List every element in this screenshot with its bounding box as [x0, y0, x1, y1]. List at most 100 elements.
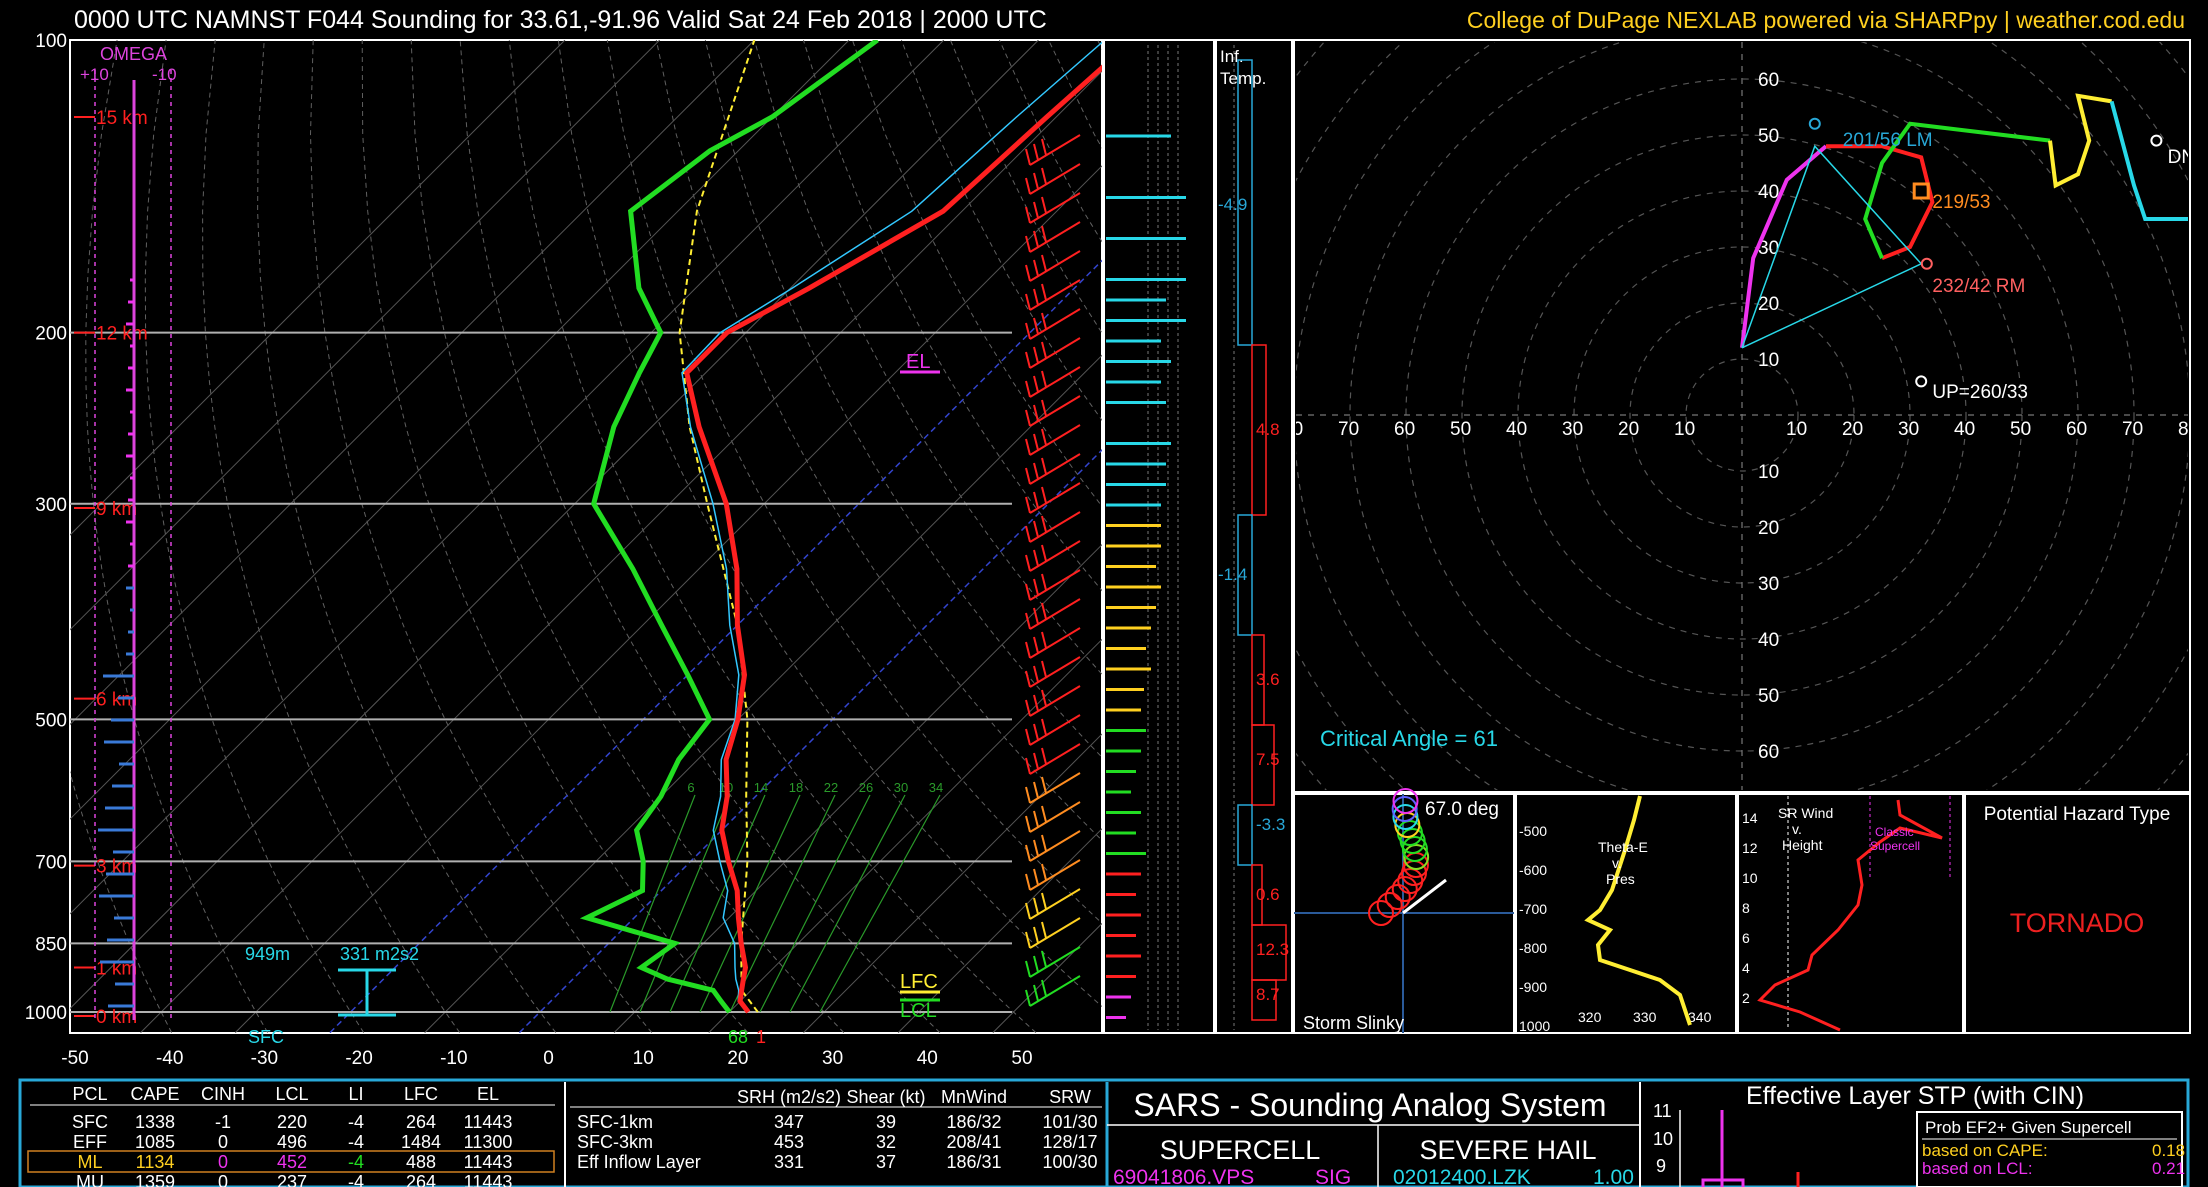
dry-adiabat — [459, 40, 941, 1033]
inflow-bar — [1251, 344, 1267, 516]
hazard-frame — [1964, 793, 2191, 1034]
inflow-label: -1.4 — [1218, 565, 1247, 584]
hodo-y-tick: 10 — [1758, 350, 1779, 371]
wind-barb-flag — [1041, 776, 1047, 794]
dry-adiabat — [410, 40, 845, 1033]
inflow-bar — [1251, 724, 1275, 806]
wind-barb-flag — [1041, 602, 1047, 620]
bunkers-triangle — [1741, 144, 1923, 349]
kinematic-header: SRH (m2/s2) — [737, 1087, 841, 1107]
parcel-cell: 0 — [218, 1172, 228, 1187]
hodo-x-tick: 30 — [1898, 419, 1919, 440]
inflow-bar — [1237, 59, 1253, 346]
isotherm — [613, 543, 1102, 1033]
wind-barb-flag — [1041, 370, 1047, 388]
temp-tick: 30 — [822, 1048, 843, 1069]
isotherm — [70, 40, 945, 915]
hodo-x-tick: 20 — [1842, 419, 1863, 440]
hodo-x-tick: 70 — [1338, 419, 1359, 440]
parcel-header: EL — [477, 1084, 499, 1104]
inflow-temp-bars: -4.9 4.8 -1.4 3.6 7.5 -3.3 0.6 12.3 8.7 — [1218, 45, 1289, 1030]
wind-barb-flag — [1033, 520, 1039, 538]
hodo-x-tick: 60 — [2066, 419, 2087, 440]
credit-text: College of DuPage NEXLAB powered via SHA… — [1467, 7, 2185, 33]
dry-adiabat — [202, 40, 461, 1033]
wind-barb-flag — [1033, 868, 1039, 886]
theta-e-trace — [1584, 795, 1692, 1026]
inflow-label: 12.3 — [1256, 940, 1289, 959]
wetbulb-trace — [681, 41, 1102, 1013]
wind-barb-flag — [1041, 834, 1047, 852]
mixing-ratio-label: 34 — [929, 780, 943, 795]
kinematic-cell: Eff Inflow Layer — [577, 1152, 701, 1172]
parcel-cell: 11300 — [464, 1132, 513, 1152]
wind-barb-staff — [1029, 830, 1081, 862]
wind-barb-flag — [1041, 950, 1047, 968]
inflow-label: 4.8 — [1256, 420, 1280, 439]
isotherm — [897, 828, 1102, 1033]
hodo-y-tick: 20 — [1758, 518, 1779, 539]
sars-hail-match: 02012400.LZK — [1393, 1166, 1531, 1187]
wind-barb-flag — [1025, 641, 1031, 659]
hodo-x-tick: 10 — [1786, 419, 1807, 440]
wind-barb-staff — [1029, 337, 1081, 369]
parcel-cell: 1359 — [135, 1172, 175, 1187]
hodo-x-tick: 60 — [1394, 419, 1415, 440]
mean-wind-label: 219/53 — [1932, 192, 1990, 213]
wind-barb-staff — [1029, 163, 1081, 195]
temp-tick: 20 — [727, 1048, 748, 1069]
wind-barb-flag — [1033, 230, 1039, 248]
isotherm — [70, 40, 755, 726]
wind-barb-flag — [1041, 631, 1047, 649]
wind-barb-flag — [1025, 960, 1031, 978]
stp-tick-9: 9 — [1656, 1156, 1666, 1176]
prob-lcl-value: 0.21 — [2152, 1159, 2185, 1178]
temp-tick: 40 — [917, 1048, 938, 1069]
wind-barb-flag — [1025, 380, 1031, 398]
wind-barb-flag — [1041, 138, 1047, 156]
parcel-header: LCL — [275, 1084, 308, 1104]
height-label: 9 km — [96, 499, 137, 520]
wind-barb-flag — [1041, 341, 1047, 359]
kinematic-table: SRH (m2/s2) Shear (kt) MnWind SRW SFC-1km 347… — [570, 1087, 1102, 1172]
downshear-label: DN — [2168, 147, 2195, 168]
wind-barb-flag — [1025, 177, 1031, 195]
wind-barb-flag — [1033, 172, 1039, 190]
dry-adiabat — [85, 40, 269, 1033]
parcel-header: CINH — [201, 1084, 245, 1104]
hodo-y-tick: 60 — [1758, 70, 1779, 91]
theta-p-tick: -900 — [1519, 979, 1547, 995]
prob-box — [1916, 1111, 2183, 1187]
wind-barb-flag — [1033, 375, 1039, 393]
wind-barb-flag — [1025, 873, 1031, 891]
wind-barb-flag — [1033, 955, 1039, 973]
theta-p-tick: -500 — [1519, 823, 1547, 839]
inflow-bar — [1237, 804, 1253, 866]
wind-barb-flag — [1041, 486, 1047, 504]
srh-y-tick: 14 — [1742, 810, 1758, 826]
wind-barb-staff — [1029, 859, 1081, 891]
slinky-ring — [1376, 892, 1403, 918]
omega-bars — [94, 70, 172, 1020]
hodo-ring — [1685, 358, 1799, 472]
pressure-tick: 1000 — [25, 1003, 67, 1024]
hodo-x-tick: 80 — [1282, 419, 1303, 440]
stp-title: Effective Layer STP (with CIN) — [1746, 1082, 2084, 1110]
parcel-header: PCL — [72, 1084, 107, 1104]
inflow-bar — [1251, 979, 1277, 1021]
srh-y-tick: 6 — [1742, 930, 1750, 946]
srh-y-tick: 12 — [1742, 840, 1758, 856]
critical-angle: Critical Angle = 61 — [1320, 726, 1498, 751]
wind-barb-flag — [1033, 781, 1039, 799]
pressure-tick: 850 — [35, 934, 67, 955]
dry-adiabat — [144, 40, 365, 1033]
inflow-frame — [1215, 39, 1293, 1034]
wind-barb-flag — [1025, 438, 1031, 456]
wind-barb-staff — [1029, 279, 1081, 311]
sars-hail: SEVERE HAIL — [1419, 1135, 1596, 1165]
pressure-tick: 500 — [35, 710, 67, 731]
srh-title-1: SR Wind — [1778, 805, 1833, 821]
mixing-ratio-line — [759, 794, 871, 1013]
kinematic-cell: 128/17 — [1042, 1132, 1097, 1152]
